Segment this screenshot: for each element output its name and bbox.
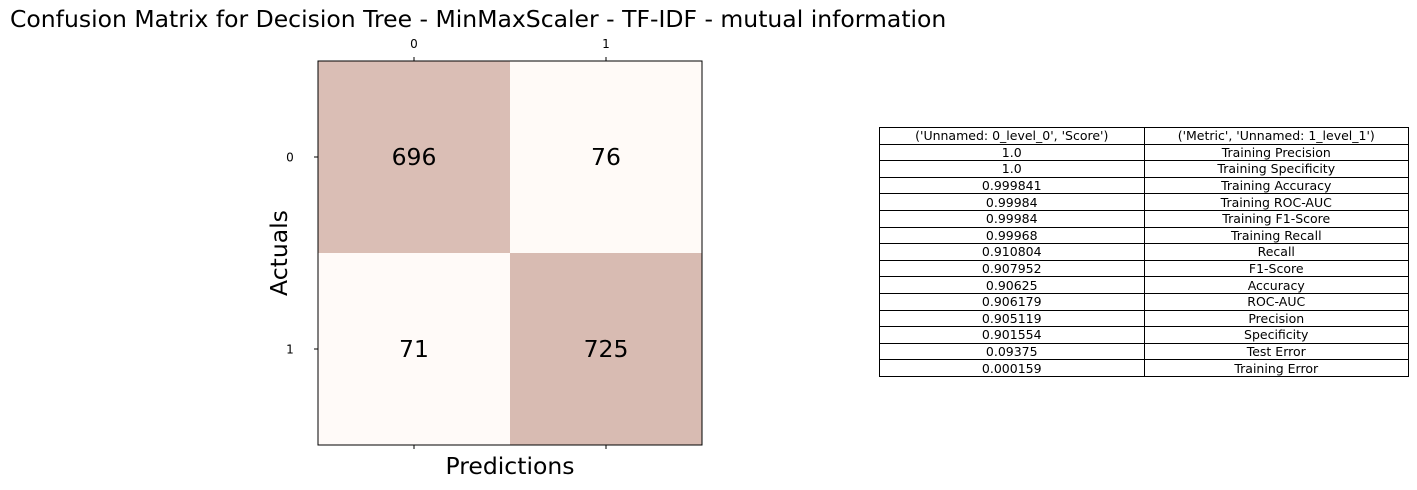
table-row: 0.99968 Training Recall — [879, 226, 1409, 245]
table-row: 0.905119 Precision — [879, 309, 1409, 328]
matrix-cell — [510, 61, 702, 253]
table-row: 0.901554 Specificity — [879, 326, 1409, 344]
metrics-table-body: 1.0 Training Precision 1.0 Training Specifi… — [879, 143, 1409, 377]
y-axis-label: Actuals — [265, 210, 293, 296]
table-cell-score: 0.09375 — [879, 342, 1145, 361]
table-cell-score: 1.0 — [879, 143, 1145, 162]
x-tick-label: 1 — [602, 37, 610, 51]
table-cell-metric: Training Recall — [1143, 226, 1409, 245]
metrics-table: ('Unnamed: 0_level_0', 'Score') ('Metric… — [879, 127, 1409, 377]
table-cell-metric: Recall — [1143, 243, 1409, 261]
table-cell-score: 0.905119 — [879, 309, 1145, 328]
table-row: 0.99984 Training F1-Score — [879, 209, 1409, 228]
matrix-cell — [510, 253, 702, 445]
table-cell-score: 0.901554 — [879, 326, 1145, 344]
table-cell-score: 0.99984 — [879, 209, 1145, 228]
confusion-matrix-ticks: 0 1 0 1 — [286, 37, 610, 449]
matrix-cell-value: 725 — [584, 335, 629, 363]
table-header-row: ('Unnamed: 0_level_0', 'Score') ('Metric… — [879, 127, 1409, 145]
table-row: 0.910804 Recall — [879, 243, 1409, 261]
table-cell-score: 0.90625 — [879, 276, 1145, 294]
table-row: 1.0 Training Precision — [879, 143, 1409, 162]
table-row: 1.0 Training Specificity — [879, 160, 1409, 178]
table-cell-score: 0.99968 — [879, 226, 1145, 245]
matrix-cell — [318, 253, 510, 445]
table-row: 0.906179 ROC-AUC — [879, 292, 1409, 311]
confusion-matrix-frame — [317, 60, 703, 446]
table-cell-score: 0.910804 — [879, 243, 1145, 261]
table-cell-metric: ROC-AUC — [1143, 292, 1409, 311]
chart-title: Confusion Matrix for Decision Tree - Min… — [10, 5, 947, 33]
x-axis-label: Predictions — [446, 452, 575, 480]
table-cell-score: 0.99984 — [879, 193, 1145, 211]
table-row: 0.000159 Training Error — [879, 359, 1409, 377]
table-header-metric: ('Metric', 'Unnamed: 1_level_1') — [1143, 127, 1409, 145]
table-cell-metric: Training F1-Score — [1143, 209, 1409, 228]
table-cell-metric: Training Accuracy — [1143, 176, 1409, 195]
table-cell-metric: Training Precision — [1143, 143, 1409, 162]
table-cell-score: 1.0 — [879, 160, 1145, 178]
table-cell-metric: Training Error — [1143, 359, 1409, 377]
table-row: 0.999841 Training Accuracy — [879, 176, 1409, 195]
table-cell-score: 0.999841 — [879, 176, 1145, 195]
table-row: 0.907952 F1-Score — [879, 259, 1409, 278]
table-cell-score: 0.907952 — [879, 259, 1145, 278]
table-cell-score: 0.906179 — [879, 292, 1145, 311]
table-cell-metric: F1-Score — [1143, 259, 1409, 278]
y-tick-label: 1 — [286, 343, 294, 357]
y-tick-label: 0 — [286, 151, 294, 165]
table-cell-metric: Precision — [1143, 309, 1409, 328]
matrix-cell-value: 76 — [591, 143, 621, 171]
table-row: 0.90625 Accuracy — [879, 276, 1409, 294]
matrix-cell-value: 696 — [392, 143, 437, 171]
table-cell-metric: Test Error — [1143, 342, 1409, 361]
confusion-matrix-cells: 696 76 71 725 — [318, 61, 702, 445]
table-header-score: ('Unnamed: 0_level_0', 'Score') — [879, 127, 1145, 145]
table-cell-score: 0.000159 — [879, 359, 1145, 377]
table-cell-metric: Accuracy — [1143, 276, 1409, 294]
table-row: 0.09375 Test Error — [879, 342, 1409, 361]
table-cell-metric: Specificity — [1143, 326, 1409, 344]
matrix-cell — [318, 61, 510, 253]
table-row: 0.99984 Training ROC-AUC — [879, 193, 1409, 211]
table-cell-metric: Training ROC-AUC — [1143, 193, 1409, 211]
x-tick-label: 0 — [410, 37, 418, 51]
table-cell-metric: Training Specificity — [1143, 160, 1409, 178]
matrix-cell-value: 71 — [399, 335, 429, 363]
